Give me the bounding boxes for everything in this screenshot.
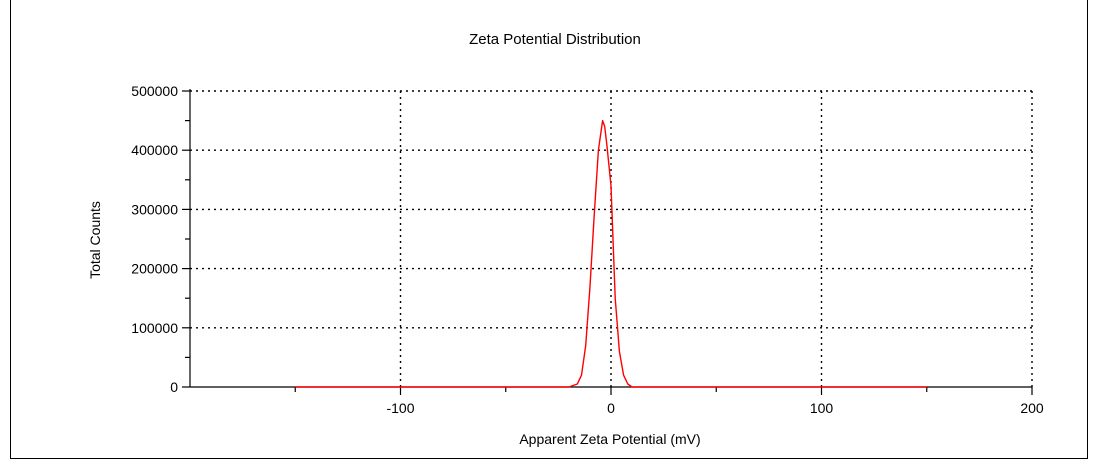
y-tick-label: 300000 xyxy=(131,201,178,217)
series-group xyxy=(295,119,927,388)
series-line xyxy=(295,119,927,388)
chart-title: Zeta Potential Distribution xyxy=(469,31,641,48)
x-tick-label: 100 xyxy=(810,400,834,416)
x-tick-label: 200 xyxy=(1020,400,1044,416)
y-tick-label: 0 xyxy=(170,379,178,395)
y-tick-label: 100000 xyxy=(131,320,178,336)
y-tick-label: 200000 xyxy=(131,261,178,277)
grid xyxy=(190,90,1033,387)
y-tick-label: 400000 xyxy=(131,142,178,158)
x-tick-label: 0 xyxy=(607,400,615,416)
y-axis-label: Total Counts xyxy=(87,201,103,279)
y-tick-label: 500000 xyxy=(131,83,178,99)
x-axis-label: Apparent Zeta Potential (mV) xyxy=(519,431,700,447)
y-axis-ticks: 0 100000 200000 300000 400000 500000 xyxy=(131,83,190,395)
x-axis-ticks: -100 0 100 200 xyxy=(294,387,1044,416)
x-tick-label: -100 xyxy=(386,400,414,416)
